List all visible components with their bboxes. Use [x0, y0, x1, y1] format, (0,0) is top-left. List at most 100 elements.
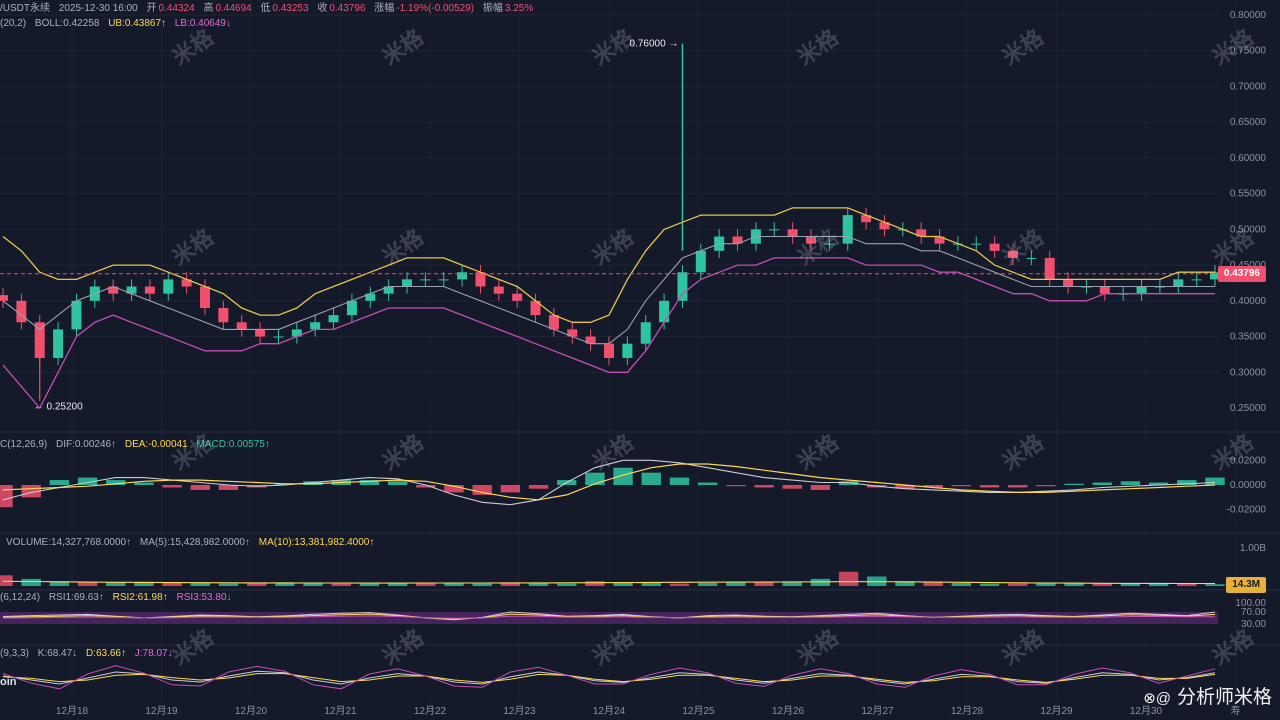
- macd-dea-line: [2, 463, 1216, 501]
- kdj-header: (9,3,3) K:68.47↓ D:63.66↑ J:78.07↓: [0, 647, 179, 661]
- volume-bar: [134, 581, 154, 586]
- candle-body: [365, 293, 376, 301]
- volume-bar: [500, 582, 521, 586]
- time-axis-tick: 寿: [1231, 704, 1241, 717]
- volume-bar: [669, 583, 690, 586]
- rsi-params: (6,12,24): [0, 592, 41, 603]
- volume-bar: [303, 583, 323, 586]
- volume-bar: [106, 582, 126, 586]
- rsi-axis-tick: 70.00: [1241, 607, 1266, 618]
- ohlc-header: /USDT永续 2025-12-30 16:00 开 0.44324 高 0.446…: [0, 2, 539, 16]
- volume-bar: [359, 583, 380, 586]
- rsi2-line: [2, 613, 1216, 620]
- volume-bar: [331, 583, 351, 586]
- volume-bar: [49, 581, 70, 586]
- volume-bar: [557, 583, 577, 586]
- macd-histogram-bar: [0, 485, 13, 508]
- candle-body: [695, 250, 706, 273]
- candle-body: [879, 222, 890, 230]
- candle-body: [310, 322, 321, 330]
- kdj-params: (9,3,3): [0, 648, 29, 659]
- candle-body: [126, 286, 137, 294]
- volume-bar: [528, 583, 549, 586]
- price-axis-tick: 0.35000: [1230, 332, 1267, 343]
- volume-bar: [246, 583, 267, 586]
- volume-bar: [387, 583, 408, 586]
- volume-bar: [838, 571, 859, 586]
- macd-histogram-bar: [1148, 482, 1169, 485]
- volume-bar: [1120, 583, 1141, 586]
- boll-ub: UB:0.43867↑: [108, 18, 167, 29]
- macd-histogram-bar: [472, 485, 492, 495]
- macd-dif: DIF:0.00246↑: [56, 439, 117, 450]
- candle-body: [824, 243, 835, 245]
- candle-body: [732, 236, 743, 244]
- volume-bar: [275, 582, 295, 586]
- candle-body: [934, 236, 945, 244]
- volume-bar: [1092, 583, 1112, 586]
- candle-body: [16, 300, 27, 323]
- macd-histogram-bar: [782, 485, 802, 489]
- volume-bar: [218, 583, 239, 586]
- open-label: 开: [146, 3, 157, 14]
- macd-histogram-bar: [613, 467, 633, 485]
- volume-ma10-line: [2, 580, 1216, 585]
- macd-header: C(12,26,9) DIF:0.00246↑ DEA:-0.00041 MAC…: [0, 438, 276, 452]
- price-axis-tick: 0.25000: [1230, 403, 1267, 414]
- candle-body: [916, 229, 927, 237]
- rsi3-line: [2, 615, 1215, 619]
- candle-body: [659, 300, 670, 323]
- candle-body: [512, 293, 523, 301]
- volume-value: VOLUME:14,327,768.0000↑: [6, 537, 132, 548]
- macd-axis-tick: -0.02000: [1227, 505, 1267, 516]
- time-axis-tick: 12月28: [951, 705, 984, 717]
- kdj-d: D:63.66↑: [85, 648, 126, 659]
- candle-body: [622, 343, 633, 358]
- low-label: 低: [260, 3, 271, 14]
- datetime-label: 2025-12-30 16:00: [58, 3, 138, 14]
- low-annotation: ← 0.25200: [34, 402, 83, 413]
- candle-body: [1008, 250, 1018, 258]
- volume-bar: [1177, 583, 1197, 586]
- time-axis-tick: 12月20: [235, 705, 268, 717]
- candle-body: [108, 286, 119, 294]
- price-axis-tick: 0.30000: [1230, 367, 1267, 378]
- rsi-axis-tick: 100.00: [1235, 598, 1266, 609]
- volume-bar: [162, 582, 182, 586]
- time-axis-tick: 12月21: [324, 705, 357, 717]
- candle-body: [383, 286, 394, 294]
- volume-bar: [979, 583, 1000, 586]
- macd-histogram-bar: [387, 481, 408, 485]
- candle-body: [457, 272, 468, 280]
- volume-bar: [754, 582, 774, 586]
- candle-body: [402, 279, 412, 287]
- change-label: 涨幅: [374, 3, 395, 14]
- boll-lb-line: [2, 257, 1215, 410]
- kdj-k: K:68.47↓: [37, 648, 78, 659]
- candle-body: [493, 286, 504, 294]
- macd-histogram-bar: [895, 485, 915, 489]
- candle-body: [971, 243, 982, 245]
- time-axis-tick: 12月23: [503, 705, 536, 717]
- candle-body: [677, 272, 688, 301]
- candle-body: [438, 279, 449, 281]
- price-axis-tick: 0.40000: [1230, 296, 1267, 307]
- volume-bar: [77, 582, 98, 586]
- macd-histogram-bar: [1092, 482, 1112, 485]
- macd-histogram-bar: [190, 485, 210, 490]
- candle-body: [1044, 257, 1055, 280]
- rsi-band: [0, 612, 1218, 624]
- amplitude-label: 振幅: [482, 3, 503, 14]
- price-axis-tick: 0.75000: [1230, 46, 1267, 57]
- volume-bar: [1064, 583, 1084, 586]
- time-axis-tick: 12月29: [1040, 705, 1073, 717]
- macd-histogram-bar: [359, 480, 380, 485]
- candle-body: [1063, 279, 1074, 287]
- candle-body: [1210, 272, 1220, 280]
- candle-body: [567, 329, 578, 337]
- macd-dea: DEA:-0.00041: [124, 439, 188, 450]
- macd-histogram-bar: [1120, 481, 1141, 485]
- candle-body: [604, 343, 614, 358]
- volume-bar: [1148, 583, 1169, 586]
